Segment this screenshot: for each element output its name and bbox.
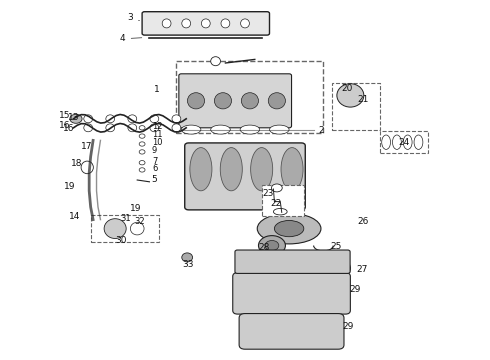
Text: 32: 32 (135, 217, 146, 226)
Text: 16: 16 (63, 125, 74, 134)
Ellipse shape (81, 161, 93, 174)
Ellipse shape (172, 124, 181, 132)
Ellipse shape (337, 84, 364, 107)
Text: 5: 5 (151, 175, 157, 184)
Text: 9: 9 (152, 146, 157, 155)
Ellipse shape (221, 19, 230, 28)
Ellipse shape (242, 93, 259, 109)
Ellipse shape (240, 125, 260, 134)
Text: 23: 23 (262, 189, 273, 198)
Ellipse shape (273, 208, 287, 215)
Text: 15: 15 (59, 111, 70, 120)
Bar (380, 131, 428, 153)
Ellipse shape (392, 135, 401, 149)
Ellipse shape (162, 19, 171, 28)
Ellipse shape (70, 114, 82, 123)
Ellipse shape (211, 125, 230, 134)
Ellipse shape (414, 135, 423, 149)
Ellipse shape (274, 220, 304, 237)
Ellipse shape (403, 135, 412, 149)
Ellipse shape (220, 148, 242, 191)
Ellipse shape (130, 222, 144, 235)
Text: 21: 21 (358, 95, 369, 104)
Ellipse shape (139, 126, 145, 130)
Text: 19: 19 (64, 182, 75, 191)
Text: 28: 28 (259, 243, 270, 252)
Ellipse shape (241, 19, 249, 28)
Ellipse shape (139, 150, 145, 154)
Text: 12: 12 (152, 122, 162, 131)
Text: 11: 11 (152, 130, 162, 139)
Text: 20: 20 (341, 84, 352, 93)
Ellipse shape (104, 219, 126, 239)
Ellipse shape (382, 135, 391, 149)
Ellipse shape (182, 253, 193, 262)
Text: 1: 1 (154, 85, 160, 94)
Ellipse shape (215, 93, 231, 109)
Text: 16: 16 (59, 121, 70, 130)
Ellipse shape (211, 57, 220, 66)
Bar (332, 83, 380, 130)
Ellipse shape (321, 257, 350, 279)
Ellipse shape (150, 115, 159, 123)
Ellipse shape (181, 125, 201, 134)
Bar (262, 185, 304, 216)
Text: 7: 7 (152, 157, 157, 166)
FancyBboxPatch shape (179, 74, 292, 128)
Text: 14: 14 (69, 212, 80, 221)
Ellipse shape (150, 124, 159, 132)
Bar (176, 61, 323, 133)
Ellipse shape (84, 115, 93, 123)
Text: 6: 6 (152, 164, 157, 173)
Ellipse shape (106, 124, 115, 132)
FancyBboxPatch shape (233, 273, 350, 314)
Text: 19: 19 (130, 204, 141, 213)
Ellipse shape (187, 93, 205, 109)
Ellipse shape (128, 124, 137, 132)
Ellipse shape (139, 161, 145, 165)
Ellipse shape (281, 148, 303, 191)
Ellipse shape (326, 261, 345, 275)
Ellipse shape (139, 142, 145, 146)
Text: 10: 10 (152, 138, 162, 147)
Ellipse shape (106, 115, 115, 123)
Ellipse shape (190, 148, 212, 191)
Text: 13: 13 (68, 113, 79, 122)
FancyBboxPatch shape (239, 314, 344, 349)
Ellipse shape (259, 236, 285, 256)
Ellipse shape (182, 19, 191, 28)
Ellipse shape (257, 213, 321, 244)
FancyBboxPatch shape (142, 12, 270, 35)
Text: 17: 17 (81, 143, 92, 152)
Ellipse shape (269, 93, 285, 109)
Ellipse shape (201, 19, 210, 28)
Text: 25: 25 (331, 242, 342, 251)
Ellipse shape (84, 124, 93, 132)
Text: 24: 24 (398, 138, 409, 147)
Text: 22: 22 (270, 199, 282, 208)
Text: 29: 29 (349, 285, 360, 294)
Text: 2: 2 (318, 126, 324, 135)
Text: 30: 30 (115, 236, 126, 245)
Text: 3: 3 (127, 13, 140, 22)
Ellipse shape (265, 240, 279, 251)
Text: 27: 27 (357, 265, 368, 274)
Text: 26: 26 (358, 217, 369, 226)
Ellipse shape (270, 125, 289, 134)
FancyBboxPatch shape (185, 143, 305, 210)
Ellipse shape (139, 168, 145, 172)
Ellipse shape (271, 184, 282, 192)
Text: 4: 4 (120, 34, 142, 43)
Text: 31: 31 (120, 215, 131, 224)
Bar (91, 215, 159, 242)
Ellipse shape (172, 115, 181, 123)
Text: 29: 29 (342, 323, 353, 332)
Text: 33: 33 (182, 260, 194, 269)
Ellipse shape (128, 115, 137, 123)
Ellipse shape (139, 134, 145, 138)
FancyBboxPatch shape (235, 250, 350, 274)
Ellipse shape (250, 148, 272, 191)
Text: 18: 18 (71, 159, 82, 168)
